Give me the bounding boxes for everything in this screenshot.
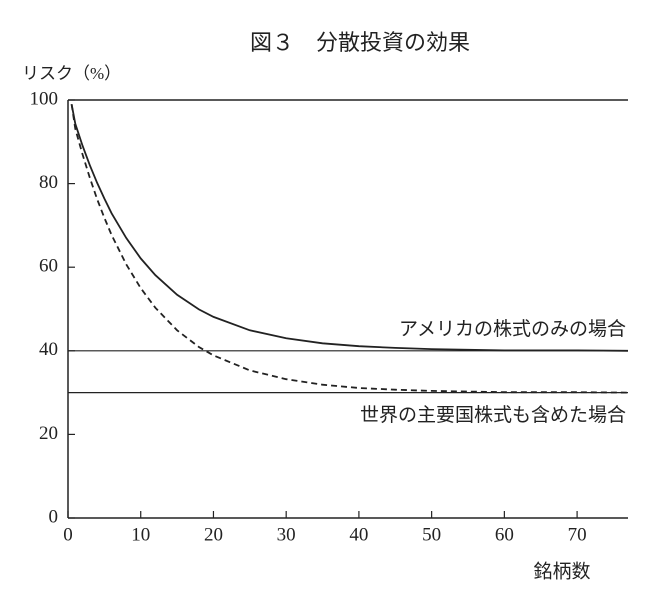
x-tick-label: 40 bbox=[349, 524, 368, 545]
y-axis-label: リスク（%） bbox=[22, 64, 121, 83]
y-tick-label: 80 bbox=[39, 172, 58, 193]
reference-label: 世界の主要国株式も含めた場合 bbox=[360, 404, 626, 426]
x-tick-label: 0 bbox=[63, 524, 73, 545]
y-tick-label: 0 bbox=[49, 506, 59, 527]
x-axis-label: 銘柄数 bbox=[533, 560, 590, 582]
y-tick-label: 100 bbox=[30, 88, 59, 109]
x-tick-label: 20 bbox=[204, 524, 223, 545]
y-tick-label: 20 bbox=[39, 423, 58, 444]
series-line bbox=[70, 104, 629, 352]
chart-title: 図３ 分散投資の効果 bbox=[250, 30, 470, 55]
y-tick-label: 40 bbox=[39, 339, 58, 360]
x-tick-label: 10 bbox=[131, 524, 150, 545]
x-tick-label: 50 bbox=[422, 524, 441, 545]
x-tick-label: 60 bbox=[495, 524, 514, 545]
x-tick-label: 70 bbox=[568, 524, 587, 545]
series-line bbox=[70, 104, 629, 394]
reference-label: アメリカの株式のみの場合 bbox=[399, 318, 626, 340]
x-tick-label: 30 bbox=[277, 524, 296, 545]
y-tick-label: 60 bbox=[39, 256, 58, 277]
